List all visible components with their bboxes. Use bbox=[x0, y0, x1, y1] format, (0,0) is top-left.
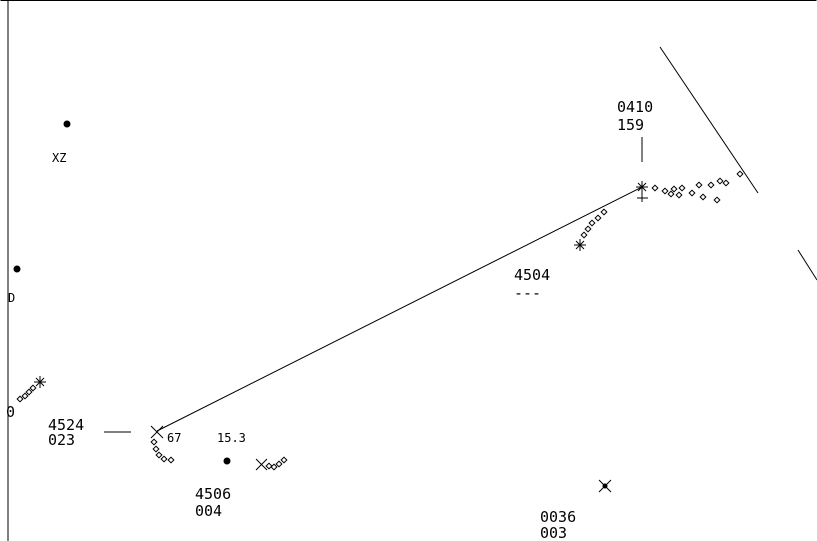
x-target-icon bbox=[150, 425, 164, 439]
altitude-readout: 67 bbox=[167, 431, 181, 445]
aircraft-track-4524[interactable]: 4524 023 67 bbox=[48, 416, 181, 464]
fix-label-left: D bbox=[8, 291, 15, 305]
x-target-icon bbox=[598, 479, 612, 493]
aircraft-track-left-edge[interactable]: 0 bbox=[6, 376, 46, 421]
diamond-trail-icon bbox=[16, 384, 37, 403]
fix-dot-icon bbox=[13, 265, 21, 273]
datablock-line1: 4524 bbox=[48, 416, 84, 434]
aircraft-track-4504[interactable]: 4504 --- bbox=[514, 208, 608, 302]
datablock-line1: 4506 bbox=[195, 485, 231, 503]
diamond-trail-icon bbox=[150, 438, 175, 464]
datablock-line1: 0410 bbox=[617, 98, 653, 116]
x-target-icon bbox=[255, 458, 268, 471]
datablock-line1: 0 bbox=[6, 403, 15, 421]
datablock-line2: --- bbox=[514, 284, 541, 302]
fix-dot-icon bbox=[63, 120, 71, 128]
datablock-line2: 159 bbox=[617, 116, 644, 134]
aircraft-track-4506[interactable]: 15.3 4506 004 bbox=[195, 431, 288, 520]
diamond-trail-icon bbox=[580, 208, 608, 239]
datablock-line2: 023 bbox=[48, 431, 75, 449]
airspace-boundary bbox=[659, 46, 817, 281]
datablock-line1: 4504 bbox=[514, 266, 550, 284]
datablock-line1: 0036 bbox=[540, 508, 576, 526]
aircraft-track-0036[interactable]: 0036 003 bbox=[540, 479, 612, 541]
route-line bbox=[156, 186, 643, 432]
asterisk-target-icon bbox=[574, 239, 586, 251]
datablock-line2: 003 bbox=[540, 524, 567, 541]
diamond-trail-icon bbox=[265, 456, 288, 471]
fix-label-xz: XZ bbox=[52, 151, 66, 165]
aircraft-track-0410[interactable]: 0410 159 bbox=[617, 98, 744, 204]
asterisk-target-icon bbox=[636, 181, 648, 193]
asterisk-target-icon bbox=[34, 376, 46, 388]
diamond-trail-icon bbox=[651, 170, 744, 204]
fix-dot-icon bbox=[223, 457, 231, 465]
datablock-line2: 004 bbox=[195, 502, 222, 520]
speed-readout: 15.3 bbox=[217, 431, 246, 445]
cross-marker-icon bbox=[637, 193, 648, 202]
fix-left[interactable]: D bbox=[8, 265, 21, 306]
fix-xz[interactable]: XZ bbox=[52, 120, 71, 166]
